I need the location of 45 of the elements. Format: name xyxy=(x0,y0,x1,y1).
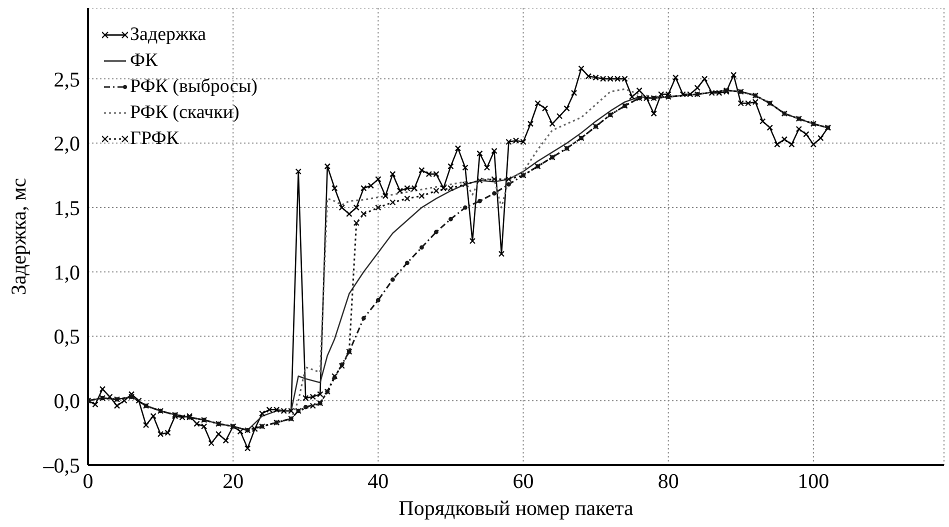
y-tick-label: 0,0 xyxy=(54,389,80,414)
point xyxy=(506,182,511,187)
y-tick-label: 2,5 xyxy=(54,67,80,92)
y-tick-label: –0,5 xyxy=(42,453,80,478)
point xyxy=(419,245,424,250)
point xyxy=(448,185,454,192)
y-tick-label: 1,5 xyxy=(54,196,80,220)
legend-label: ФК xyxy=(130,49,158,73)
x-tick-label: 100 xyxy=(798,468,830,493)
y-axis-title: Задержка, мс xyxy=(6,178,30,296)
legend-label: РФК (выбросы) xyxy=(130,75,258,99)
point xyxy=(361,316,366,320)
point xyxy=(353,220,360,226)
point xyxy=(463,205,468,210)
y-tick-label: 1,0 xyxy=(54,260,80,284)
point xyxy=(310,402,316,409)
x-axis-title: Порядковый номер пакета xyxy=(398,496,634,520)
legend-label: Задержка xyxy=(130,23,206,47)
point xyxy=(433,188,440,194)
point xyxy=(390,277,395,282)
point xyxy=(434,230,438,234)
point xyxy=(404,260,410,266)
point xyxy=(478,198,482,204)
point xyxy=(418,192,425,200)
legend-label: ГРФК xyxy=(130,127,179,151)
x-tick-label: 0 xyxy=(82,468,94,493)
point xyxy=(492,191,496,196)
point xyxy=(303,404,308,410)
y-tick-label: 0,5 xyxy=(54,324,80,349)
legend-label: РФК (скачки) xyxy=(130,101,240,125)
x-tick-label: 60 xyxy=(512,468,534,493)
point xyxy=(448,216,453,222)
point xyxy=(404,195,410,202)
x-tick-label: 40 xyxy=(368,468,389,493)
point xyxy=(390,199,396,206)
point xyxy=(506,176,512,182)
point xyxy=(476,177,483,184)
point xyxy=(462,181,468,188)
point xyxy=(376,298,380,302)
y-tick-label: 2,0 xyxy=(54,132,80,156)
point xyxy=(360,210,367,218)
x-tick-label: 20 xyxy=(222,468,244,493)
point xyxy=(491,176,498,182)
x-tick-label: 80 xyxy=(658,468,679,493)
point xyxy=(375,204,382,211)
